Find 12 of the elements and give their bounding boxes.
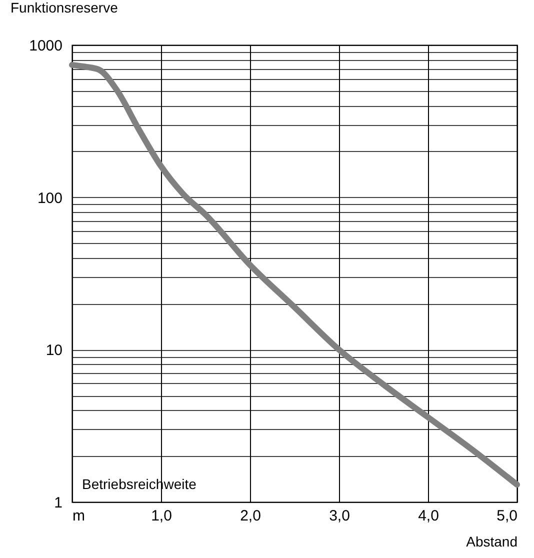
- x-tick-label: 2,0: [240, 508, 261, 524]
- x-tick-label: 4,0: [418, 508, 439, 524]
- y-tick-label: 1000: [29, 38, 62, 54]
- x-tick-label: 3,0: [329, 508, 350, 524]
- y-tick-label: 100: [37, 190, 62, 207]
- x-axis-title: Abstand: [466, 534, 518, 550]
- x-tick-label: 1,0: [151, 508, 172, 524]
- x-tick-label: 5,0: [496, 508, 518, 524]
- x-tick-label: m: [72, 508, 85, 524]
- y-tick-label: 10: [46, 342, 62, 360]
- y-tick-label: 1: [54, 494, 62, 512]
- y-axis-title: Funktionsreserve: [10, 0, 118, 16]
